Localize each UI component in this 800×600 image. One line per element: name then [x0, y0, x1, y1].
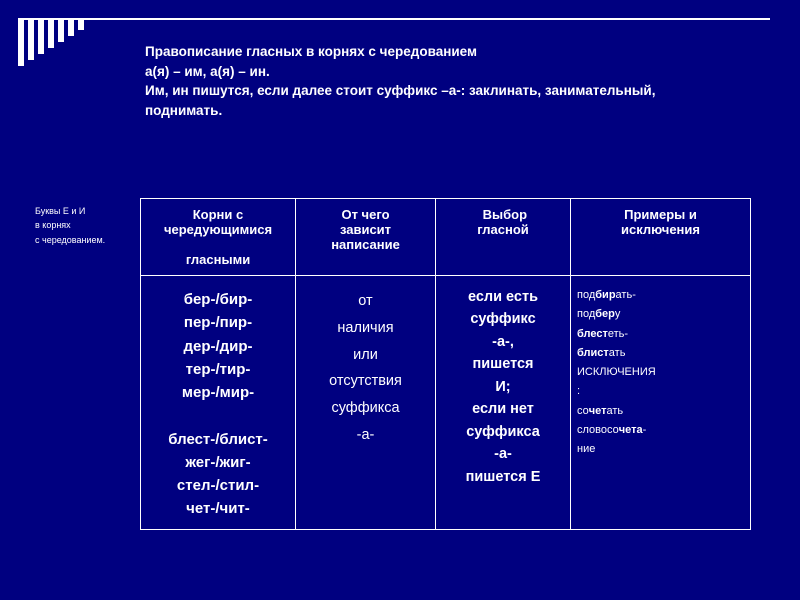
- header-depends: От чего зависит написание: [296, 199, 436, 276]
- header-roots: Корни с чередующимися гласными: [141, 199, 296, 276]
- top-horizontal-line: [18, 18, 770, 20]
- cell-choice: если есть суффикс -а-, пишется И; если н…: [436, 276, 571, 530]
- content-row: Буквы Е и И в корнях с чередованием. Кор…: [35, 198, 751, 530]
- title-line-2: а(я) – им, а(я) – ин.: [145, 62, 730, 82]
- sidecap-1: Буквы Е и И: [35, 204, 140, 218]
- main-table: Корни с чередующимися гласными От чего з…: [140, 198, 751, 530]
- cell-examples: подбирать- подберу блестеть- блистать ИС…: [571, 276, 751, 530]
- sidecap-3: с чередованием.: [35, 233, 140, 247]
- cell-roots: бер-/бир- пер-/пир- дер-/дир- тер-/тир- …: [141, 276, 296, 530]
- header-examples: Примеры и исключения: [571, 199, 751, 276]
- slide-title: Правописание гласных в корнях с чередова…: [145, 42, 730, 120]
- side-caption: Буквы Е и И в корнях с чередованием.: [35, 198, 140, 247]
- table-header-row: Корни с чередующимися гласными От чего з…: [141, 199, 751, 276]
- cell-depends: от наличия или отсутствия суффикса -а-: [296, 276, 436, 530]
- header-choice: Выбор гласной: [436, 199, 571, 276]
- sidecap-2: в корнях: [35, 218, 140, 232]
- table-data-row: бер-/бир- пер-/пир- дер-/дир- тер-/тир- …: [141, 276, 751, 530]
- decorative-stripes: [18, 18, 113, 66]
- title-line-1: Правописание гласных в корнях с чередова…: [145, 42, 730, 62]
- title-line-3: Им, ин пишутся, если далее стоит суффикс…: [145, 81, 730, 120]
